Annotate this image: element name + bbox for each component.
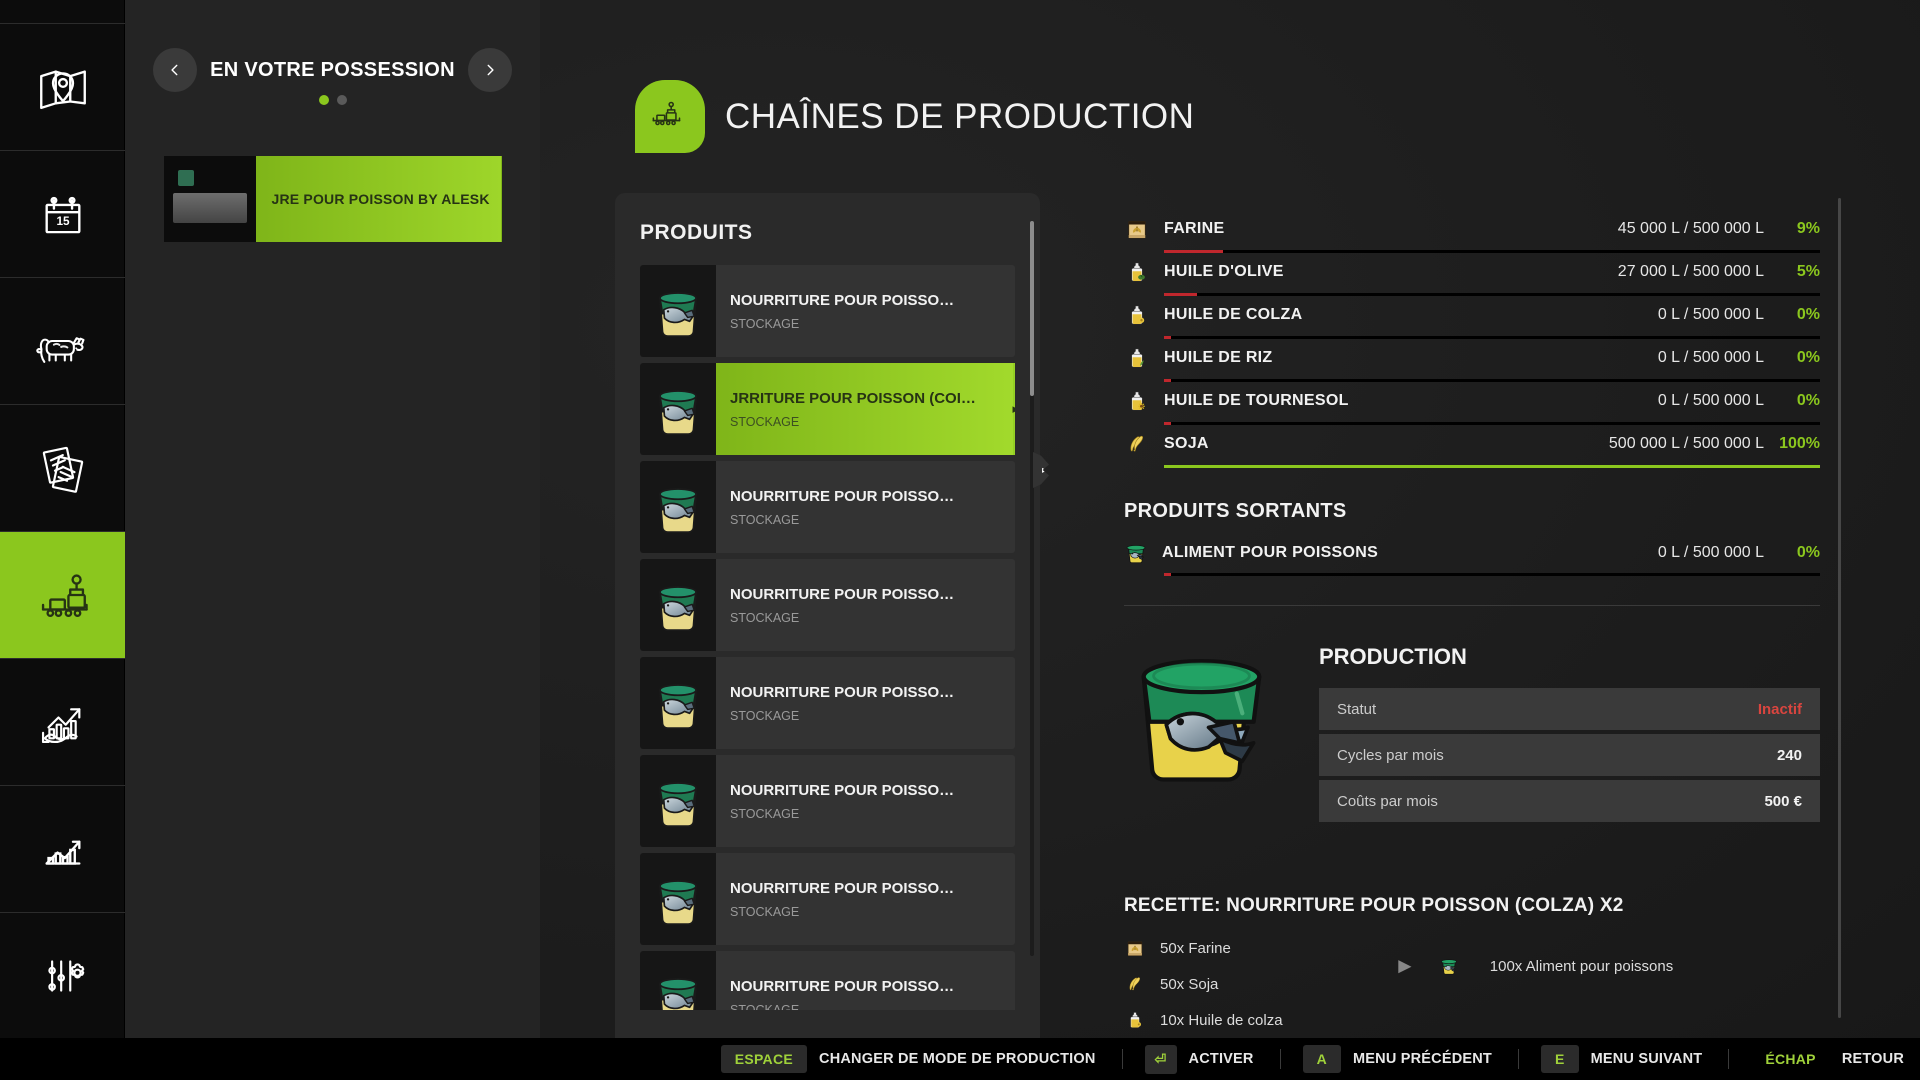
svg-text:15: 15 <box>56 215 70 228</box>
